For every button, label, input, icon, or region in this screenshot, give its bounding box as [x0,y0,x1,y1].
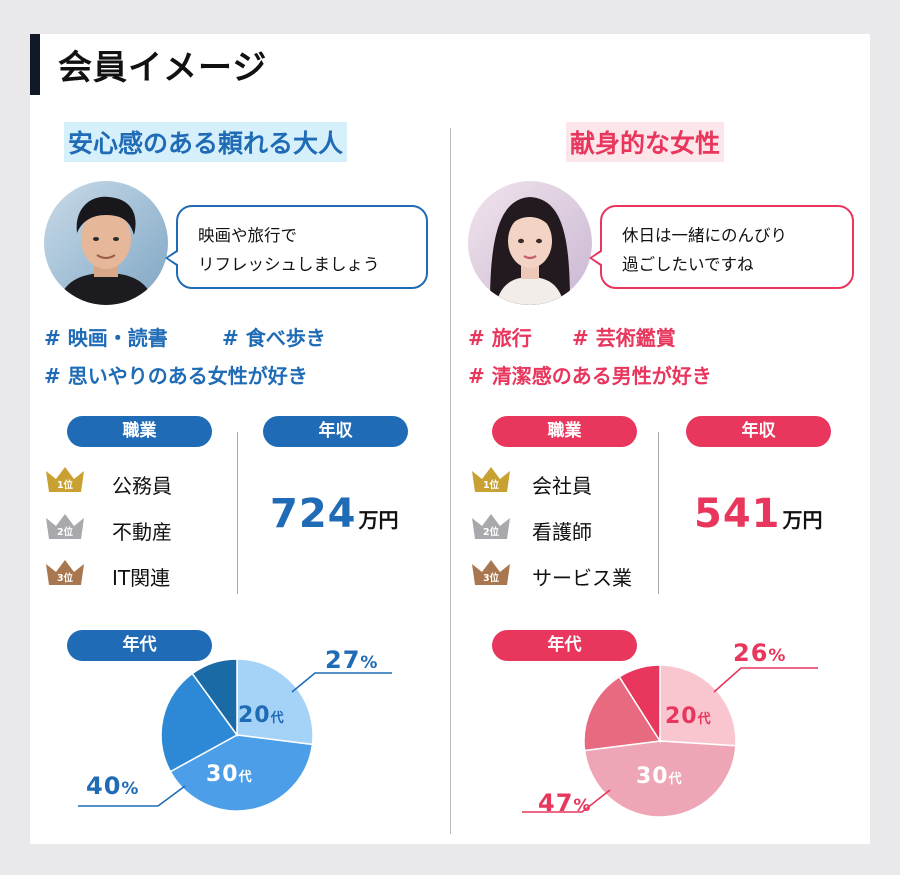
male-age-30s-percent: 40% [86,772,140,800]
male-age-20s-percent: 27% [325,646,379,674]
female-pie-slice-1 [659,664,737,747]
male-tag-food: # 食べ歩き [222,326,326,350]
male-income-value: 724 [270,491,357,537]
male-income-unit: 万円 [358,508,399,532]
female-pie-slice-4 [618,664,661,744]
rank-1-badge: 1位 [56,480,74,491]
female-leader-line-2 [522,789,611,813]
male-age-pill: 年代 [67,630,212,661]
female-tag-preference: # 清潔感のある男性が好き [468,364,712,388]
female-tag-art: # 芸術鑑賞 [572,326,676,350]
female-age-pie-chart [522,664,818,818]
male-rank-2-label: 不動産 [112,520,172,544]
male-age-30s-label: 30代 [206,762,253,787]
rank-1-crown-icon: 1位 [470,465,512,495]
male-speech-line1: 映画や旅行で [198,226,297,245]
female-income-pill: 年収 [686,416,831,447]
male-age-pie-chart [78,658,392,812]
female-heading: 献身的な女性 [566,122,725,162]
male-speech-line2: リフレッシュしましょう [198,255,380,274]
male-leader-line-1 [291,672,392,693]
male-pie-slice-4 [191,658,238,738]
female-rank-2-label: 看護師 [532,520,592,544]
rank-1-crown-icon: 1位 [44,465,86,495]
female-rank-1-label: 会社員 [532,474,592,498]
female-rank-3-label: サービス業 [532,566,632,590]
title-accent-bar [30,34,40,95]
male-job-income-separator [237,432,238,594]
male-pie-slice-2 [169,734,314,812]
rank-2-badge: 2位 [56,527,74,538]
female-job-income-separator [658,432,659,594]
rank-3-badge: 3位 [482,573,500,584]
female-avatar [468,181,592,305]
female-income: 541 万円 [694,491,823,537]
female-pie-slice-3 [583,675,662,752]
male-rank-3-label: IT関連 [112,566,171,590]
female-age-30s-label: 30代 [636,764,683,789]
rank-3-crown-icon: 3位 [470,558,512,588]
female-speech-bubble: 休日は一緒にのんびり 過ごしたいですね [589,205,854,289]
male-tag-movies-reading: # 映画・読書 [44,326,168,350]
female-income-value: 541 [694,491,781,537]
male-heading: 安心感のある頼れる大人 [64,122,348,162]
female-leader-line-1 [713,667,818,693]
male-tag-preference: # 思いやりのある女性が好き [44,364,308,388]
male-pie-slice-1 [236,658,314,746]
rank-2-crown-icon: 2位 [470,512,512,542]
rank-3-badge: 3位 [56,573,74,584]
page-title: 会員イメージ [58,48,268,88]
rank-1-badge: 1位 [482,480,500,491]
female-age-pill: 年代 [492,630,637,661]
female-tag-travel: # 旅行 [468,326,532,350]
male-age-20s-label: 20代 [238,703,285,728]
male-speech-bubble: 映画や旅行で リフレッシュしましょう [165,205,428,289]
female-job-pill: 職業 [492,416,637,447]
female-speech-line2: 過ごしたいですね [622,255,754,274]
rank-2-crown-icon: 2位 [44,512,86,542]
female-income-unit: 万円 [782,508,823,532]
female-age-30s-percent: 47% [538,789,592,817]
rank-2-badge: 2位 [482,527,500,538]
female-age-20s-label: 20代 [665,704,712,729]
male-profile-column: 安心感のある頼れる大人 映画や旅行で リフレッシュしましょう # 映画・読書 #… [0,0,428,875]
male-pie-slice-3 [160,672,239,773]
male-income: 724 万円 [270,491,399,537]
female-age-20s-percent: 26% [733,639,787,667]
female-profile-column: 献身的な女性 休日は一緒にのんびり 過ごしたいですね # 旅行 # 芸術鑑賞 #… [450,0,870,875]
female-speech-line1: 休日は一緒にのんびり [622,226,787,245]
male-job-pill: 職業 [67,416,212,447]
male-income-pill: 年収 [263,416,408,447]
male-leader-line-2 [78,785,186,807]
male-avatar [44,181,168,305]
female-pie-slice-2 [583,740,737,818]
center-divider [450,128,451,834]
male-rank-1-label: 公務員 [112,474,172,498]
rank-3-crown-icon: 3位 [44,558,86,588]
